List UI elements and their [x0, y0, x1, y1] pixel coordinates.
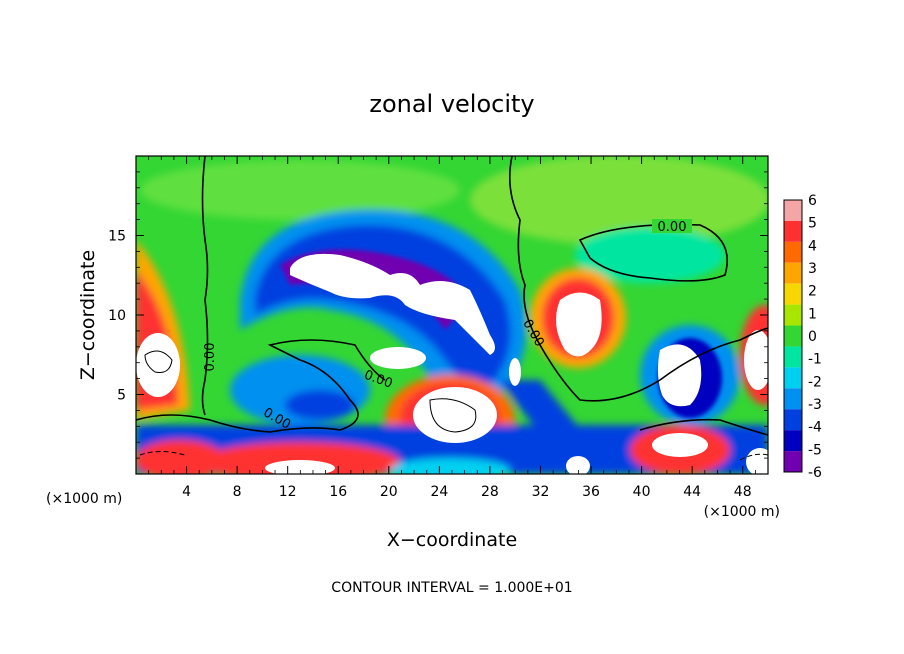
x-tick-label: 4 [182, 484, 191, 500]
y-tick-label: 15 [108, 229, 126, 245]
colorbar-swatch [784, 283, 802, 305]
contour-label: 0.00 [203, 343, 218, 372]
y-tick-label: 5 [117, 388, 126, 404]
y-axis: 5 10 15 [108, 171, 768, 459]
colorbar-label: 4 [808, 238, 817, 254]
colorbar-swatch [784, 325, 802, 347]
colorbar-label: -3 [808, 397, 822, 413]
x-tick-label: 48 [734, 484, 752, 500]
x-axis-title: X−coordinate [387, 529, 517, 551]
colorbar-label: -1 [808, 352, 822, 368]
colorbar-swatch [784, 388, 802, 410]
x-tick-label: 16 [329, 484, 347, 500]
contour-line [639, 418, 768, 436]
contour-line [139, 451, 186, 456]
contour-lines [136, 156, 768, 461]
x-tick-label: 40 [633, 484, 651, 500]
colorbar: 6 5 4 3 2 1 0 -1 -2 -3 -4 -5 -6 [783, 193, 822, 481]
heatmap-field [136, 156, 768, 474]
x-axis-unit: (×1000 m) [704, 504, 780, 520]
x-tick-label: 44 [683, 484, 701, 500]
colorbar-swatch [784, 304, 802, 326]
contour-line [508, 156, 768, 402]
colorbar-frame [783, 199, 803, 473]
contour-line [144, 350, 173, 373]
contour-line [136, 339, 386, 433]
x-tick-label: 8 [233, 484, 242, 500]
colorbar-swatch [784, 200, 802, 221]
contour-line [429, 398, 477, 433]
colorbar-swatch [784, 409, 802, 431]
colorbar-swatch [784, 430, 802, 452]
colorbar-label: 6 [808, 193, 817, 209]
colorbar-label: 2 [808, 284, 817, 300]
colorbar-label: 1 [808, 306, 817, 322]
colorbar-label: -5 [808, 442, 822, 458]
colorbar-label: -2 [808, 374, 822, 390]
colorbar-swatch [784, 367, 802, 389]
colorbar-swatch [784, 346, 802, 368]
contour-line [739, 453, 768, 461]
y-tick-label: 10 [108, 308, 126, 324]
y-axis-title: Z−coordinate [77, 250, 99, 380]
contour-line [201, 156, 209, 416]
colorbar-label: 0 [808, 329, 817, 345]
x-tick-label: 12 [279, 484, 297, 500]
x-tick-label: 24 [430, 484, 448, 500]
colorbar-swatch [784, 451, 802, 472]
colorbar-label: -4 [808, 420, 822, 436]
x-tick-label: 20 [380, 484, 398, 500]
contour-interval-note: CONTOUR INTERVAL = 1.000E+01 [331, 580, 572, 596]
colorbar-swatch [784, 262, 802, 284]
saturated-regions [136, 253, 768, 474]
colorbar-label: -6 [808, 465, 822, 481]
colorbar-swatch [784, 241, 802, 263]
colorbar-label: 5 [808, 216, 817, 232]
x-tick-label: 36 [582, 484, 600, 500]
colorbar-label: 3 [808, 261, 817, 277]
x-axis: 4 8 12 16 20 24 28 32 36 40 44 48 [148, 156, 756, 500]
chart-title: zonal velocity [369, 90, 534, 118]
colorbar-swatch [784, 220, 802, 242]
y-axis-unit: (×1000 m) [46, 491, 122, 507]
x-tick-label: 32 [532, 484, 550, 500]
x-tick-label: 28 [481, 484, 499, 500]
contour-label: 0.00 [658, 220, 687, 235]
contour-line [578, 223, 729, 282]
